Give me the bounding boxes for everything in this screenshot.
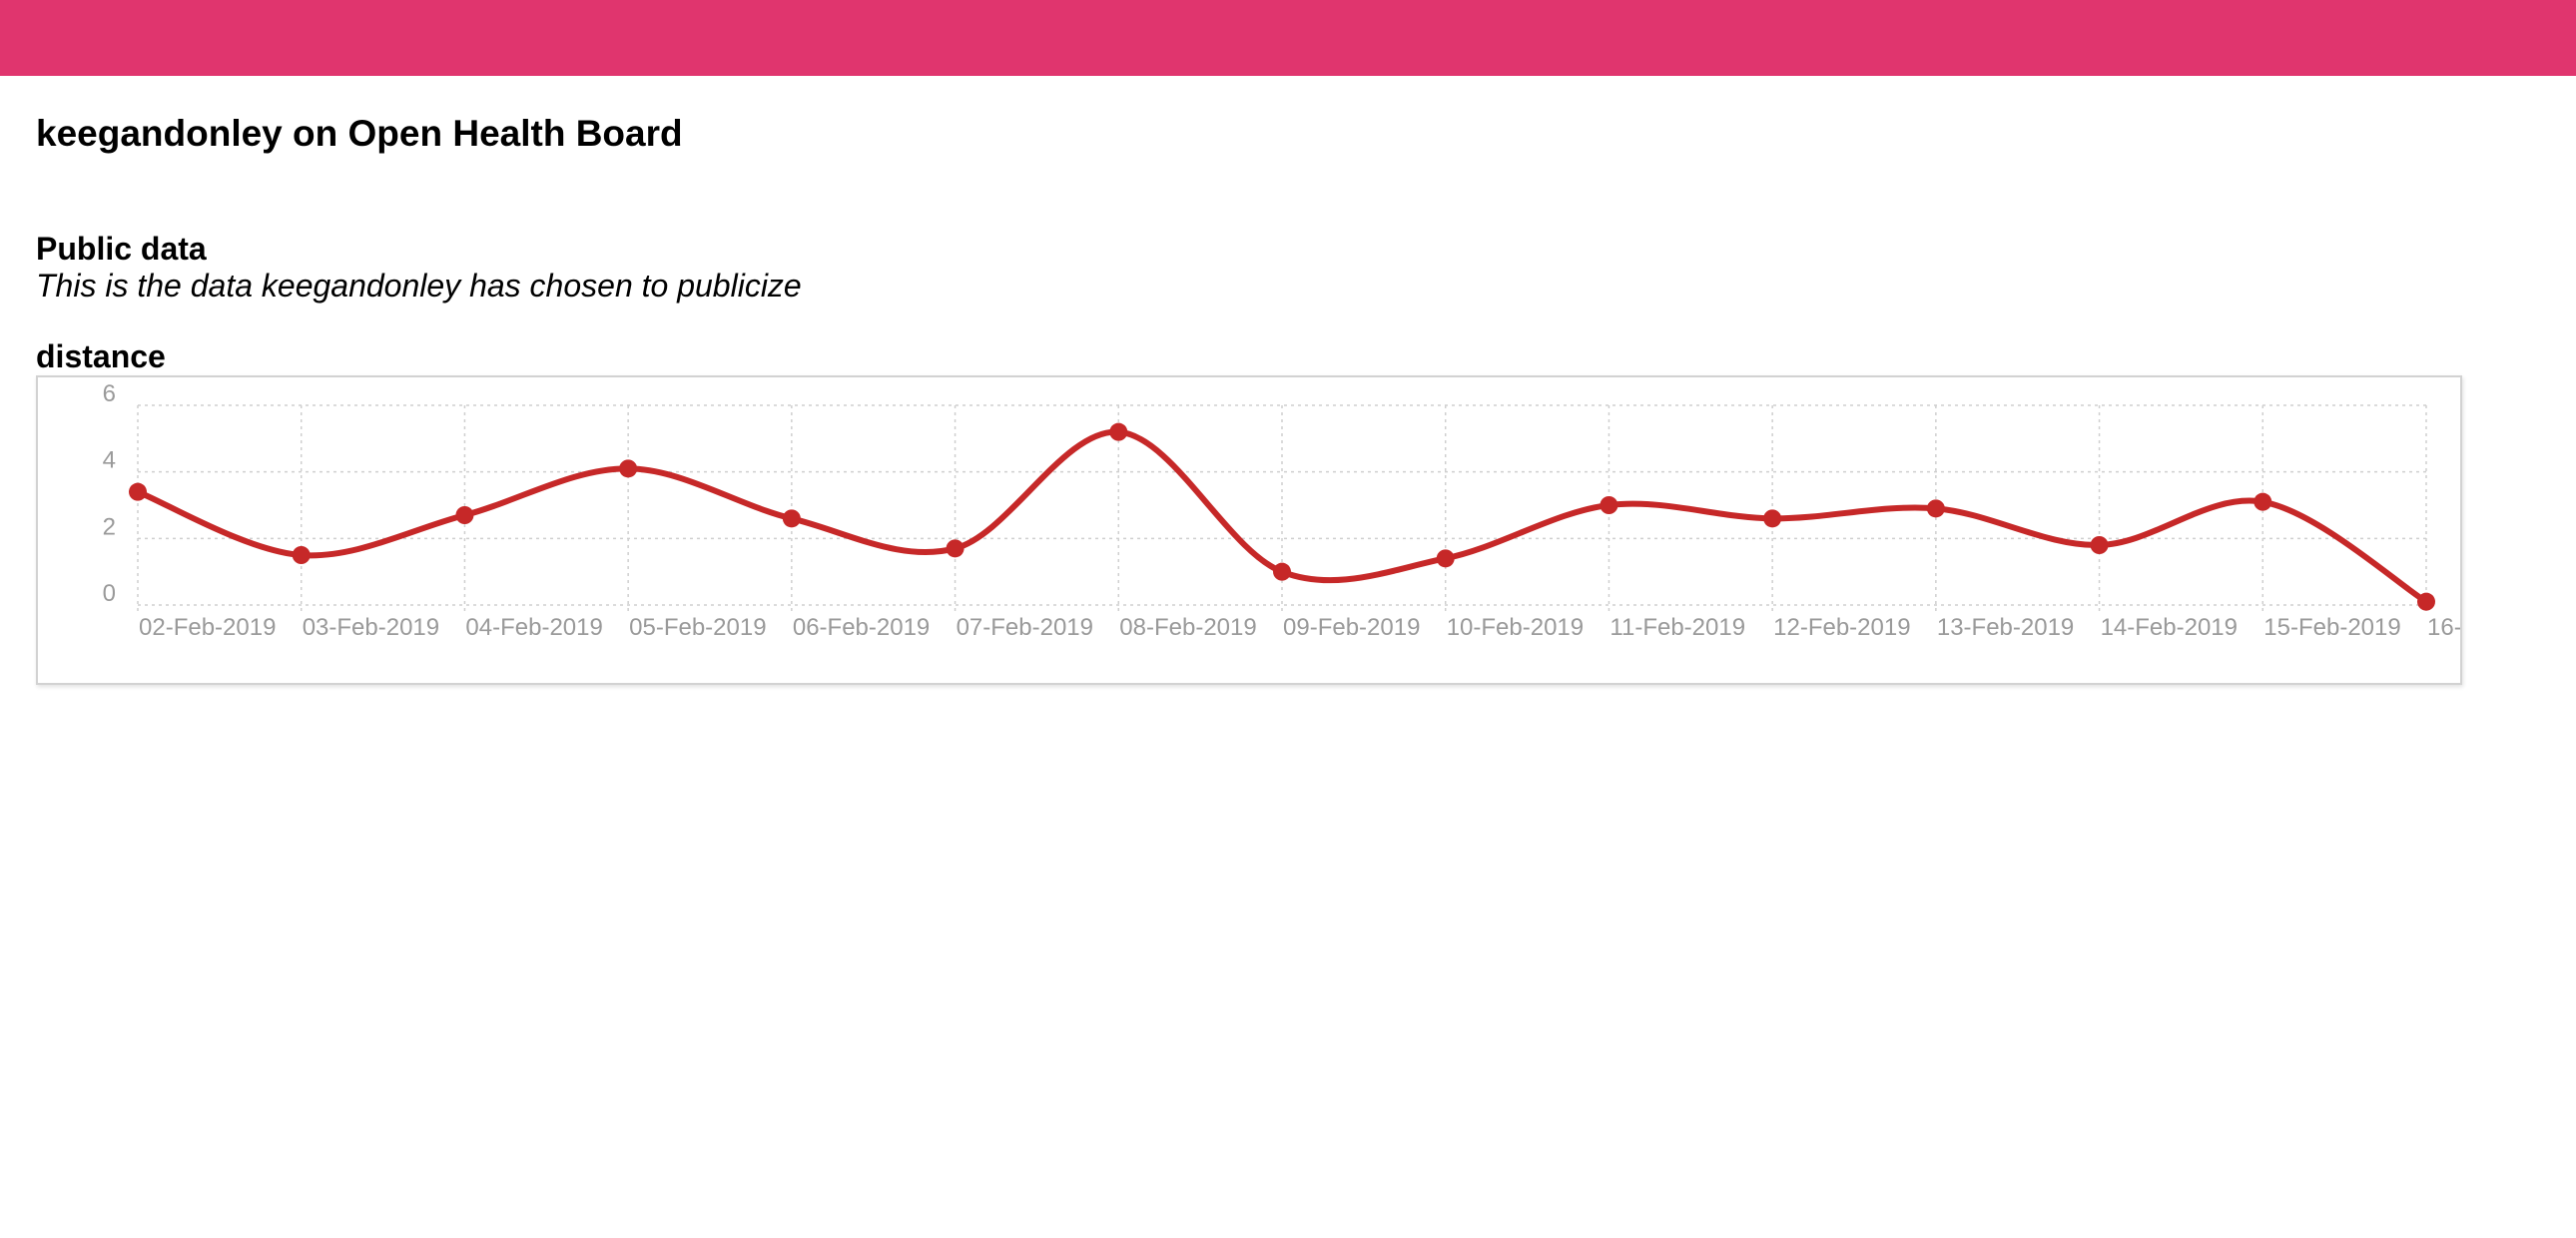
data-point [2417, 592, 2435, 611]
axis-layer: 0 2 4 6 02-Feb-2019 03-Feb-2019 04-Feb-2019 05-… [103, 380, 2460, 641]
series-line [135, 428, 2429, 605]
data-point [782, 509, 801, 528]
x-tick-label: 04-Feb-2019 [465, 614, 602, 641]
x-tick-label: 13-Feb-2019 [1937, 614, 2074, 641]
chart-title: distance [36, 338, 166, 374]
x-tick-label: 05-Feb-2019 [629, 614, 766, 641]
page-title: keegandonley on Open Health Board [36, 113, 683, 154]
data-point [292, 546, 311, 564]
data-point [1926, 499, 1945, 518]
data-point [1600, 496, 1618, 514]
data-point [2254, 492, 2272, 511]
y-tick-label: 0 [103, 580, 116, 607]
x-tick-label: 08-Feb-2019 [1119, 614, 1256, 641]
data-point [619, 459, 638, 478]
y-tick-label: 2 [103, 513, 116, 540]
x-tick-label: 07-Feb-2019 [957, 614, 1093, 641]
line-layer [135, 428, 2429, 605]
x-tick-label: 15-Feb-2019 [2263, 614, 2400, 641]
x-tick-label: 11-Feb-2019 [1610, 614, 1745, 641]
x-tick-label: 02-Feb-2019 [139, 614, 276, 641]
y-tick-label: 6 [103, 380, 116, 407]
point-layer [129, 422, 2435, 611]
data-point [2090, 536, 2109, 554]
x-tick-label: 03-Feb-2019 [303, 614, 439, 641]
x-tick-label: 12-Feb-2019 [1773, 614, 1910, 641]
x-tick-label: 09-Feb-2019 [1283, 614, 1420, 641]
y-tick-label: 4 [103, 447, 116, 474]
top-bar [0, 0, 2576, 76]
section-subtitle: This is the data keegandonley has chosen… [36, 268, 802, 304]
chart-container: 0 2 4 6 02-Feb-2019 03-Feb-2019 04-Feb-2019 05-… [36, 375, 2462, 685]
x-tick-label: 14-Feb-2019 [2101, 614, 2238, 641]
x-tick-label: 06-Feb-2019 [793, 614, 930, 641]
data-point [946, 539, 965, 558]
data-point [1763, 509, 1782, 528]
line-chart: 0 2 4 6 02-Feb-2019 03-Feb-2019 04-Feb-2019 05-… [103, 380, 2460, 641]
data-point [455, 506, 474, 524]
x-tick-label: 16-Feb-2019 [2427, 614, 2460, 641]
section-title: Public data [36, 231, 207, 267]
data-point [1436, 549, 1455, 568]
data-point [1109, 422, 1128, 441]
data-point [1273, 562, 1291, 581]
x-tick-label: 10-Feb-2019 [1447, 614, 1584, 641]
data-point [129, 482, 147, 501]
